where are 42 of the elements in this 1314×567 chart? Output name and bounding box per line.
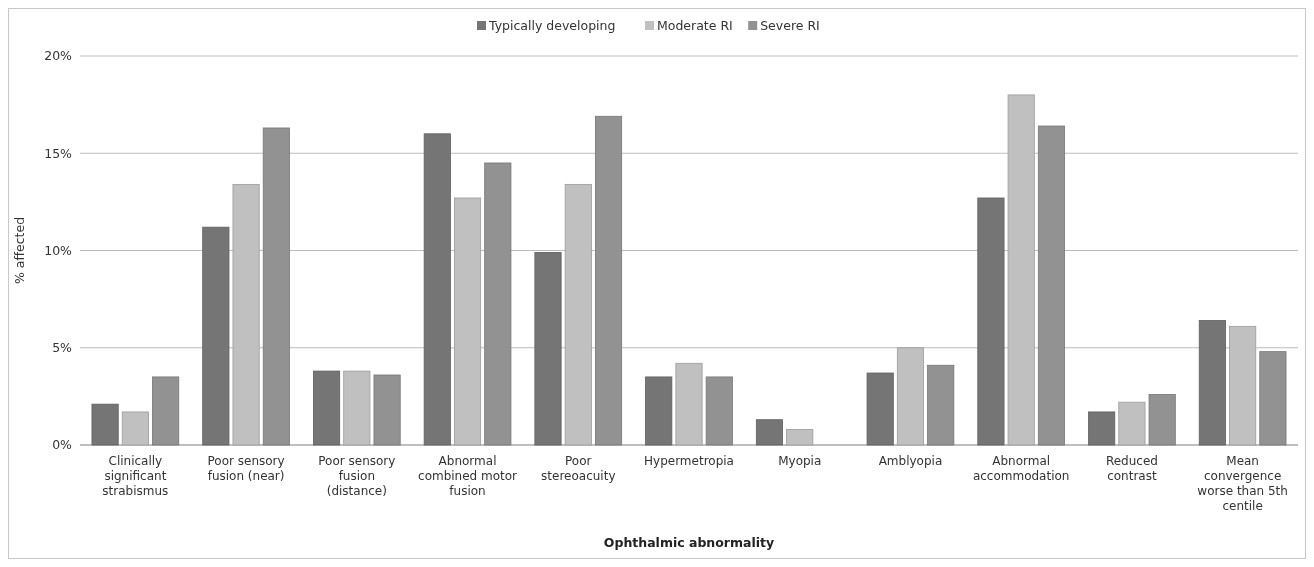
y-tick-label: 10%: [44, 242, 73, 258]
bar: [927, 364, 955, 446]
x-axis-title: Ophthalmic abnormality: [603, 535, 775, 550]
x-tick-label: Amblyopia: [878, 454, 943, 468]
bar: [977, 197, 1005, 446]
bar: [1259, 351, 1287, 446]
bar: [202, 226, 230, 446]
x-tick-label: Hypermetropia: [644, 454, 734, 468]
bar: [484, 162, 512, 446]
legend-label: Severe RI: [760, 18, 820, 34]
bar: [755, 419, 783, 446]
legend-label: Typically developing: [488, 18, 616, 34]
x-tick-label: Myopia: [778, 454, 822, 468]
bar: [313, 370, 341, 446]
y-tick-label: 0%: [52, 437, 73, 453]
x-tick-label: Poor sensory fusion (near): [207, 454, 285, 483]
y-tick-label: 20%: [44, 48, 73, 64]
bar: [705, 376, 733, 446]
bar: [423, 133, 451, 446]
legend-label: Moderate RI: [657, 18, 733, 34]
bar: [152, 376, 180, 446]
bar: [1037, 125, 1065, 446]
x-tick-label: Mean convergence worse than 5th centile: [1197, 454, 1288, 513]
x-tick-label: Abnormal combined motor fusion: [418, 454, 518, 498]
bar: [595, 115, 623, 446]
x-tick-label: Abnormal accommodation: [972, 454, 1070, 483]
bar: [866, 372, 894, 446]
x-tick-label: Clinically significant strabismus: [102, 454, 169, 498]
y-axis-title: % affected: [12, 216, 27, 285]
bar: [91, 403, 119, 446]
y-tick-label: 15%: [44, 145, 73, 161]
bar: [262, 127, 290, 446]
x-tick-label: Poor stereoacuity: [541, 454, 616, 483]
bar: [373, 374, 401, 446]
bar: [645, 376, 673, 446]
bar: [1088, 411, 1116, 446]
bar: [534, 252, 562, 446]
x-tick-label: Reduced contrast: [1105, 454, 1158, 483]
bar: [1198, 320, 1226, 446]
y-tick-label: 5%: [52, 340, 73, 356]
bar: [1148, 394, 1176, 446]
x-tick-label: Poor sensory fusion (distance): [318, 454, 396, 498]
